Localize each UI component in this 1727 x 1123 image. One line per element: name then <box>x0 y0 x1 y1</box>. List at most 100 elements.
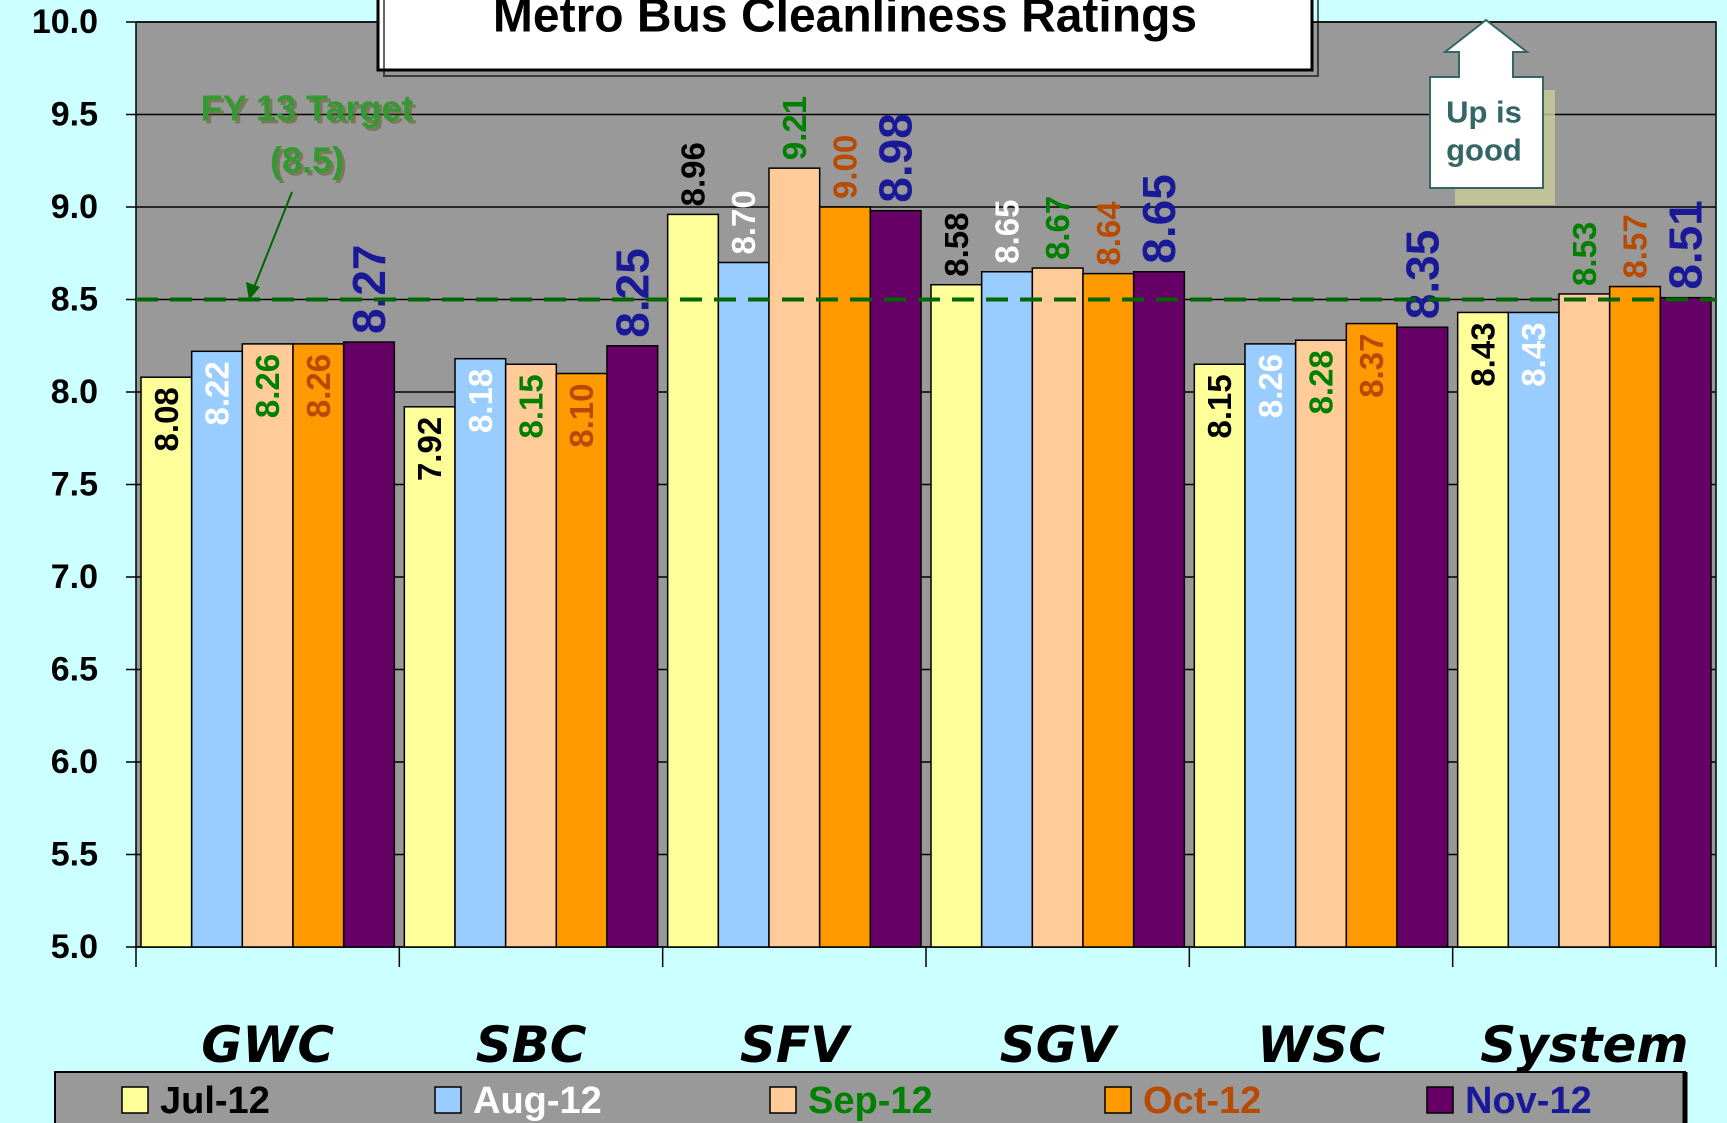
bar <box>504 363 558 948</box>
y-tick-label: 7.5 <box>51 466 98 504</box>
bar <box>1345 322 1398 948</box>
bar <box>1507 311 1560 948</box>
bar <box>1193 363 1246 948</box>
value-label: 8.51 <box>1660 200 1712 290</box>
target-label-shadow: (8.5) <box>273 143 347 184</box>
y-tick-label: 10.0 <box>32 3 98 41</box>
target-arrowhead <box>246 282 260 300</box>
value-label: 8.96 <box>675 142 712 206</box>
title-shadow <box>383 0 1319 77</box>
value-label: 9.21 <box>776 96 813 160</box>
bar <box>1294 339 1348 948</box>
legend-swatch <box>434 1086 462 1114</box>
y-tick-label: 7.0 <box>51 558 98 596</box>
x-tick-label: WSC <box>1257 1016 1385 1074</box>
bar <box>980 271 1034 948</box>
value-label: 8.65 <box>1133 174 1185 264</box>
value-label: 8.64 <box>1090 201 1127 266</box>
y-tick-label: 9.0 <box>51 188 98 226</box>
legend-swatch <box>1104 1086 1132 1114</box>
bar <box>1132 271 1186 948</box>
x-tick-label: GWC <box>201 1016 334 1074</box>
legend-label: Nov-12 <box>1465 1080 1592 1122</box>
chart-title: Metro Bus Cleanliness Ratings <box>493 0 1197 43</box>
x-tick-label: SGV <box>1000 1016 1119 1074</box>
legend-swatch <box>121 1086 149 1114</box>
value-label: 8.18 <box>462 369 499 433</box>
bar <box>555 372 608 948</box>
y-tick-label: 6.5 <box>51 651 98 689</box>
y-tick-label: 8.5 <box>51 281 98 319</box>
target-label-shadow: FY 13 Target <box>204 91 417 132</box>
legend-swatch <box>769 1086 797 1114</box>
value-label: 8.15 <box>513 374 550 438</box>
bar <box>1456 311 1510 948</box>
value-label: 9.00 <box>827 135 864 199</box>
value-label: 8.26 <box>249 354 286 418</box>
value-label: 8.98 <box>870 113 922 203</box>
bar <box>1558 293 1611 948</box>
note-text: Up is <box>1446 95 1522 130</box>
bar <box>190 350 244 948</box>
value-label: 8.25 <box>606 248 658 338</box>
bar <box>292 343 345 948</box>
title-box <box>376 0 1314 72</box>
bar <box>717 261 770 948</box>
bar <box>1659 296 1712 948</box>
legend-box <box>54 1071 1686 1123</box>
bar <box>869 209 922 948</box>
bar <box>930 283 983 948</box>
bar <box>768 167 821 948</box>
bar <box>1396 326 1449 948</box>
note-text: good <box>1446 133 1522 168</box>
value-label: 8.08 <box>148 387 185 451</box>
value-label: 8.22 <box>199 361 236 425</box>
legend-label: Oct-12 <box>1143 1080 1261 1122</box>
x-tick-label: SBC <box>476 1016 587 1074</box>
target-label: (8.5) <box>270 140 344 181</box>
bar <box>342 341 396 948</box>
value-label: 7.92 <box>411 417 448 481</box>
bar <box>1244 343 1297 948</box>
value-label: 8.35 <box>1396 230 1448 320</box>
note-arrow <box>1429 18 1544 189</box>
value-label: 8.57 <box>1617 214 1654 278</box>
bar <box>606 345 659 948</box>
value-label: 8.27 <box>343 245 395 335</box>
legend-swatch <box>1426 1086 1454 1114</box>
y-tick-label: 8.0 <box>51 373 98 411</box>
legend-label: Sep-12 <box>808 1080 933 1122</box>
target-label: FY 13 Target <box>201 88 414 129</box>
bar <box>454 357 507 948</box>
value-label: 8.43 <box>1515 322 1552 386</box>
bar <box>1031 267 1084 948</box>
value-label: 8.58 <box>938 212 975 276</box>
value-label: 8.70 <box>725 190 762 254</box>
y-tick-label: 5.5 <box>51 836 98 874</box>
legend-label: Jul-12 <box>160 1080 270 1122</box>
value-label: 8.65 <box>989 200 1026 264</box>
y-tick-label: 5.0 <box>51 928 98 966</box>
legend-label: Aug-12 <box>473 1080 602 1122</box>
value-label: 8.53 <box>1566 222 1603 286</box>
bar <box>140 376 193 948</box>
value-label: 8.43 <box>1465 322 1502 386</box>
value-label: 8.10 <box>563 384 600 448</box>
bar <box>666 213 720 948</box>
x-tick-label: System <box>1480 1016 1688 1074</box>
value-label: 8.67 <box>1039 196 1076 260</box>
bar <box>403 406 456 948</box>
bar <box>1608 285 1662 948</box>
y-tick-label: 6.0 <box>51 743 98 781</box>
value-label: 8.15 <box>1201 374 1238 438</box>
value-label: 8.26 <box>1252 354 1289 418</box>
value-label: 8.28 <box>1303 350 1340 414</box>
bar <box>1082 272 1135 948</box>
grid: 5.0 5.5 6.0 6.5 7.0 7.5 8.0 8.5 9.0 9.5 10.0 <box>32 3 1717 967</box>
value-label: 8.26 <box>300 354 337 418</box>
value-label: 8.37 <box>1353 334 1390 398</box>
y-tick-label: 9.5 <box>51 96 98 134</box>
bar <box>818 206 872 948</box>
